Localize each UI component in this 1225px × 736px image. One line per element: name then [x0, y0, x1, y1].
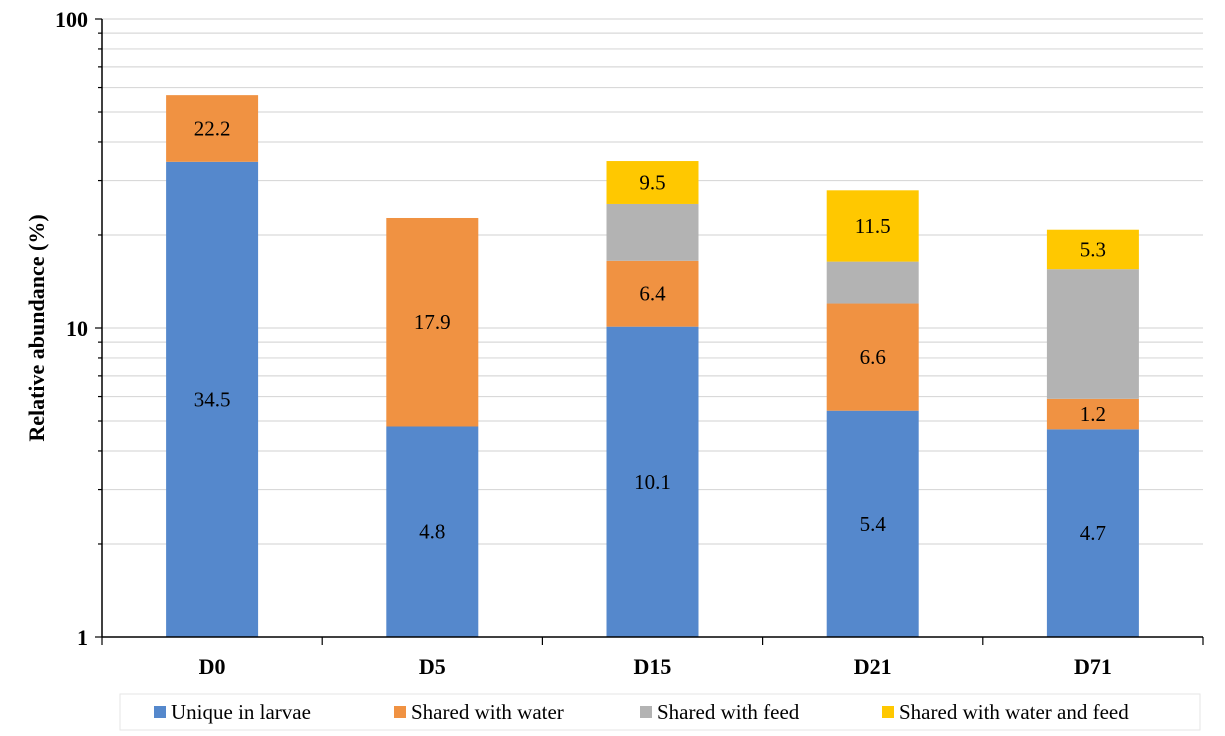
data-label: 5.3: [1080, 237, 1106, 261]
y-tick-label: 100: [55, 7, 88, 32]
data-label: 5.4: [860, 512, 887, 536]
y-axis-title: Relative abundance (%): [24, 214, 49, 441]
legend-label: Shared with water and feed: [899, 700, 1129, 724]
legend-swatch: [882, 706, 894, 718]
bar-segment: [606, 203, 699, 261]
data-label: 11.5: [855, 214, 891, 238]
y-tick-label: 1: [77, 625, 88, 650]
legend-swatch: [154, 706, 166, 718]
data-label: 17.9: [414, 310, 451, 334]
gridlines: [102, 18, 1203, 545]
bar-segment: [826, 303, 919, 411]
x-tick-label: D71: [1074, 654, 1112, 679]
data-label: 34.5: [194, 387, 231, 411]
data-label: 4.7: [1080, 521, 1106, 545]
y-tick-label: 10: [66, 316, 88, 341]
x-tick-label: D5: [419, 654, 446, 679]
data-label: 6.4: [639, 282, 666, 306]
x-tick-label: D15: [634, 654, 672, 679]
bar-segment: [386, 217, 479, 427]
bar-segment: [606, 260, 699, 327]
x-tick-label: D0: [199, 654, 226, 679]
data-label: 4.8: [419, 520, 445, 544]
legend-box: [119, 693, 1201, 731]
data-label: 9.5: [639, 171, 665, 195]
data-label: 22.2: [194, 116, 231, 140]
legend-label: Shared with water: [411, 700, 564, 724]
legend-label: Unique in larvae: [171, 700, 311, 724]
axes: D0 D5 D15 D21 D71 1 10 100: [55, 7, 1204, 679]
bar-segment: [1046, 398, 1139, 430]
bars: [166, 95, 1139, 637]
data-label: 6.6: [860, 345, 886, 369]
legend-swatch: [640, 706, 652, 718]
bar-segment: [386, 426, 479, 637]
bar-segment: [606, 161, 699, 204]
bar-segment: [606, 326, 699, 637]
bar-segment: [1046, 229, 1139, 270]
x-tick-label: D21: [854, 654, 892, 679]
data-label: 1.2: [1080, 402, 1106, 426]
bar-segment: [166, 95, 259, 162]
bar-segment: [166, 161, 259, 637]
data-label: 10.1: [634, 470, 671, 494]
bar-segment: [1046, 429, 1139, 637]
bar-segment: [826, 190, 919, 262]
bar-segment: [826, 410, 919, 637]
bar-segment: [1046, 269, 1139, 399]
legend-label: Shared with feed: [657, 700, 800, 724]
legend-swatch: [394, 706, 406, 718]
legend: Unique in larvae Shared with water Shared …: [119, 693, 1201, 731]
bar-segment: [826, 261, 919, 304]
data-labels: 34.5 22.2 4.8 17.9 10.1 6.4 9.5 5.4 6.6 11.5 4.7 1.…: [194, 116, 1106, 545]
